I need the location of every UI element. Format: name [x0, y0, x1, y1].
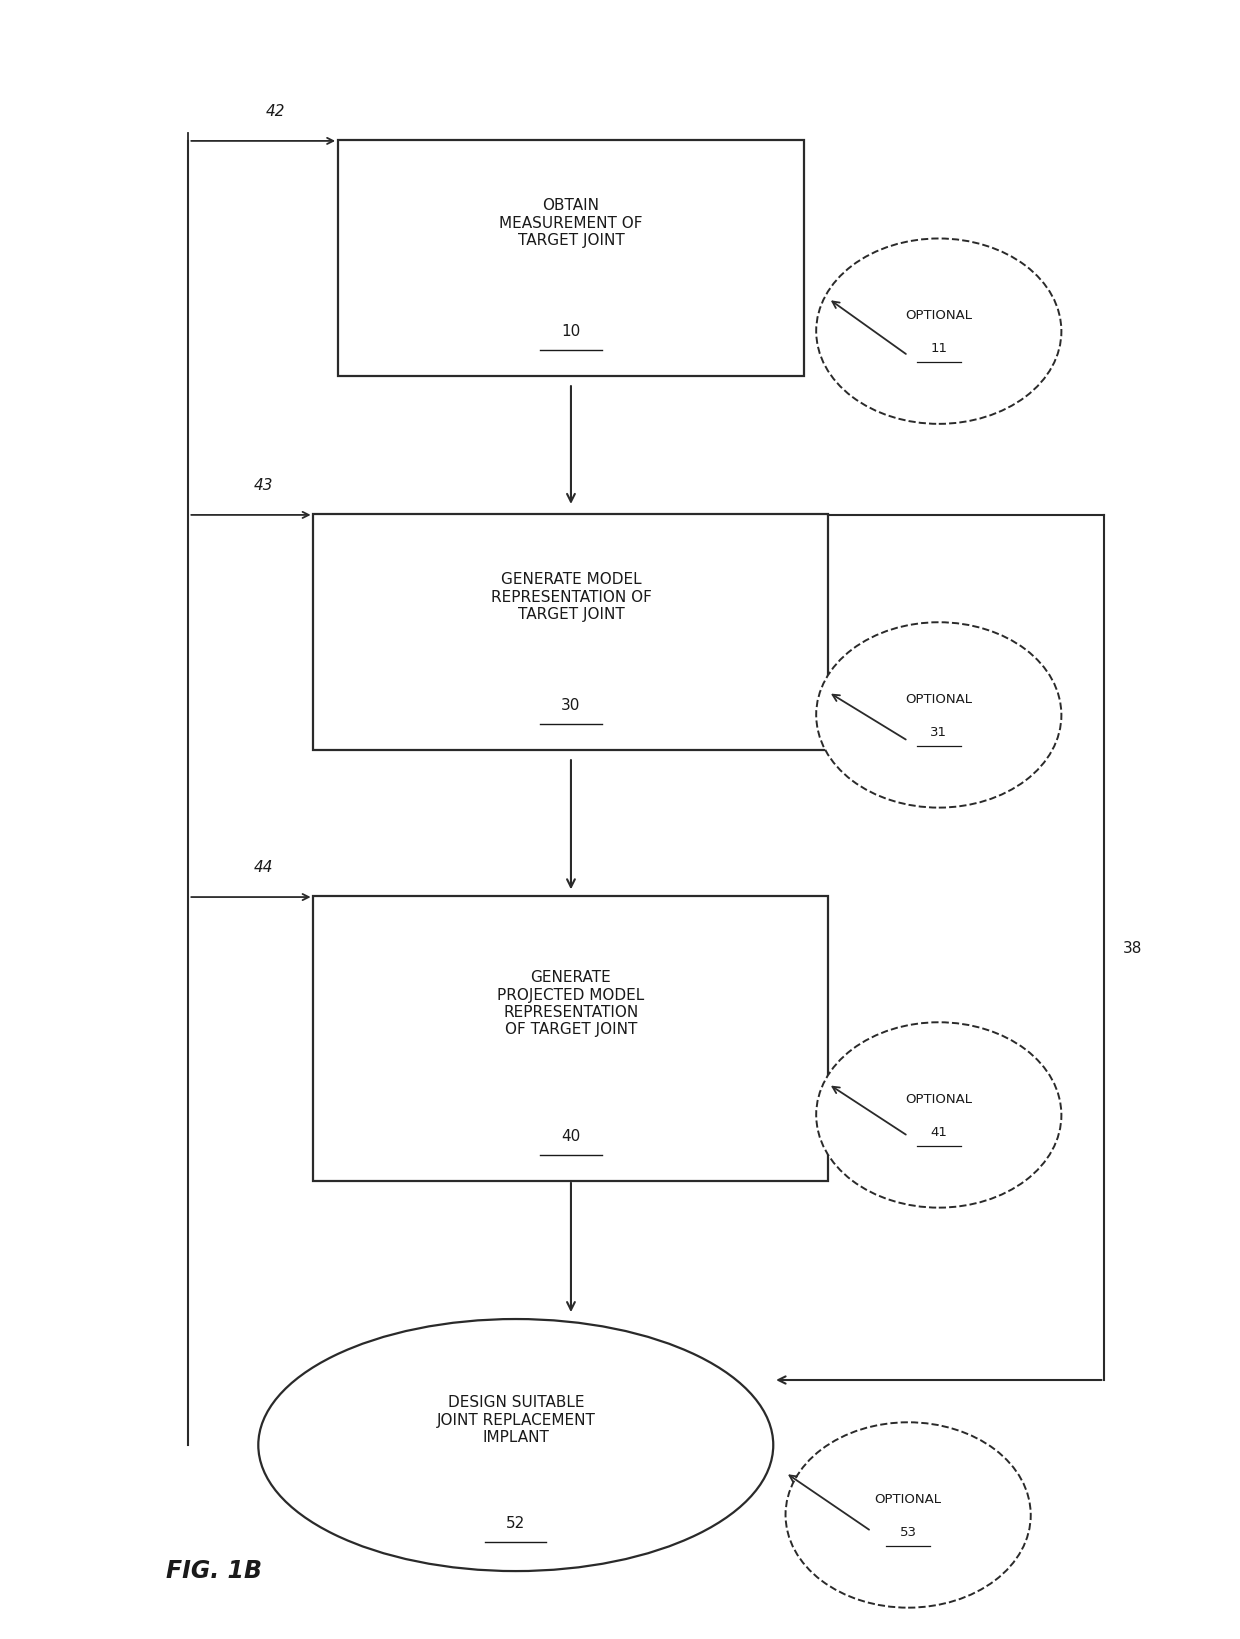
Ellipse shape [816, 623, 1061, 808]
Text: 44: 44 [253, 860, 273, 875]
Text: OPTIONAL: OPTIONAL [905, 693, 972, 706]
Ellipse shape [785, 1423, 1030, 1608]
Text: OPTIONAL: OPTIONAL [874, 1491, 941, 1505]
Text: FIG. 1B: FIG. 1B [166, 1559, 263, 1582]
Text: GENERATE MODEL
REPRESENTATION OF
TARGET JOINT: GENERATE MODEL REPRESENTATION OF TARGET … [491, 572, 651, 621]
Text: 43: 43 [253, 479, 273, 493]
Text: OBTAIN
MEASUREMENT OF
TARGET JOINT: OBTAIN MEASUREMENT OF TARGET JOINT [500, 198, 642, 247]
Text: DESIGN SUITABLE
JOINT REPLACEMENT
IMPLANT: DESIGN SUITABLE JOINT REPLACEMENT IMPLAN… [436, 1395, 595, 1444]
Text: 42: 42 [265, 105, 285, 120]
Ellipse shape [258, 1319, 774, 1572]
Text: OPTIONAL: OPTIONAL [905, 310, 972, 323]
Text: 52: 52 [506, 1514, 526, 1529]
FancyBboxPatch shape [314, 897, 828, 1182]
FancyBboxPatch shape [339, 141, 804, 377]
Text: 40: 40 [562, 1128, 580, 1142]
Text: 41: 41 [930, 1124, 947, 1137]
Text: 30: 30 [562, 698, 580, 713]
Ellipse shape [816, 1023, 1061, 1208]
FancyBboxPatch shape [314, 515, 828, 751]
Text: 10: 10 [562, 323, 580, 339]
Text: 31: 31 [930, 724, 947, 738]
Text: GENERATE
PROJECTED MODEL
REPRESENTATION
OF TARGET JOINT: GENERATE PROJECTED MODEL REPRESENTATION … [497, 970, 645, 1037]
Text: 53: 53 [900, 1524, 916, 1537]
Ellipse shape [816, 239, 1061, 425]
Text: OPTIONAL: OPTIONAL [905, 1093, 972, 1106]
Text: 11: 11 [930, 341, 947, 354]
Text: 38: 38 [1122, 941, 1142, 956]
